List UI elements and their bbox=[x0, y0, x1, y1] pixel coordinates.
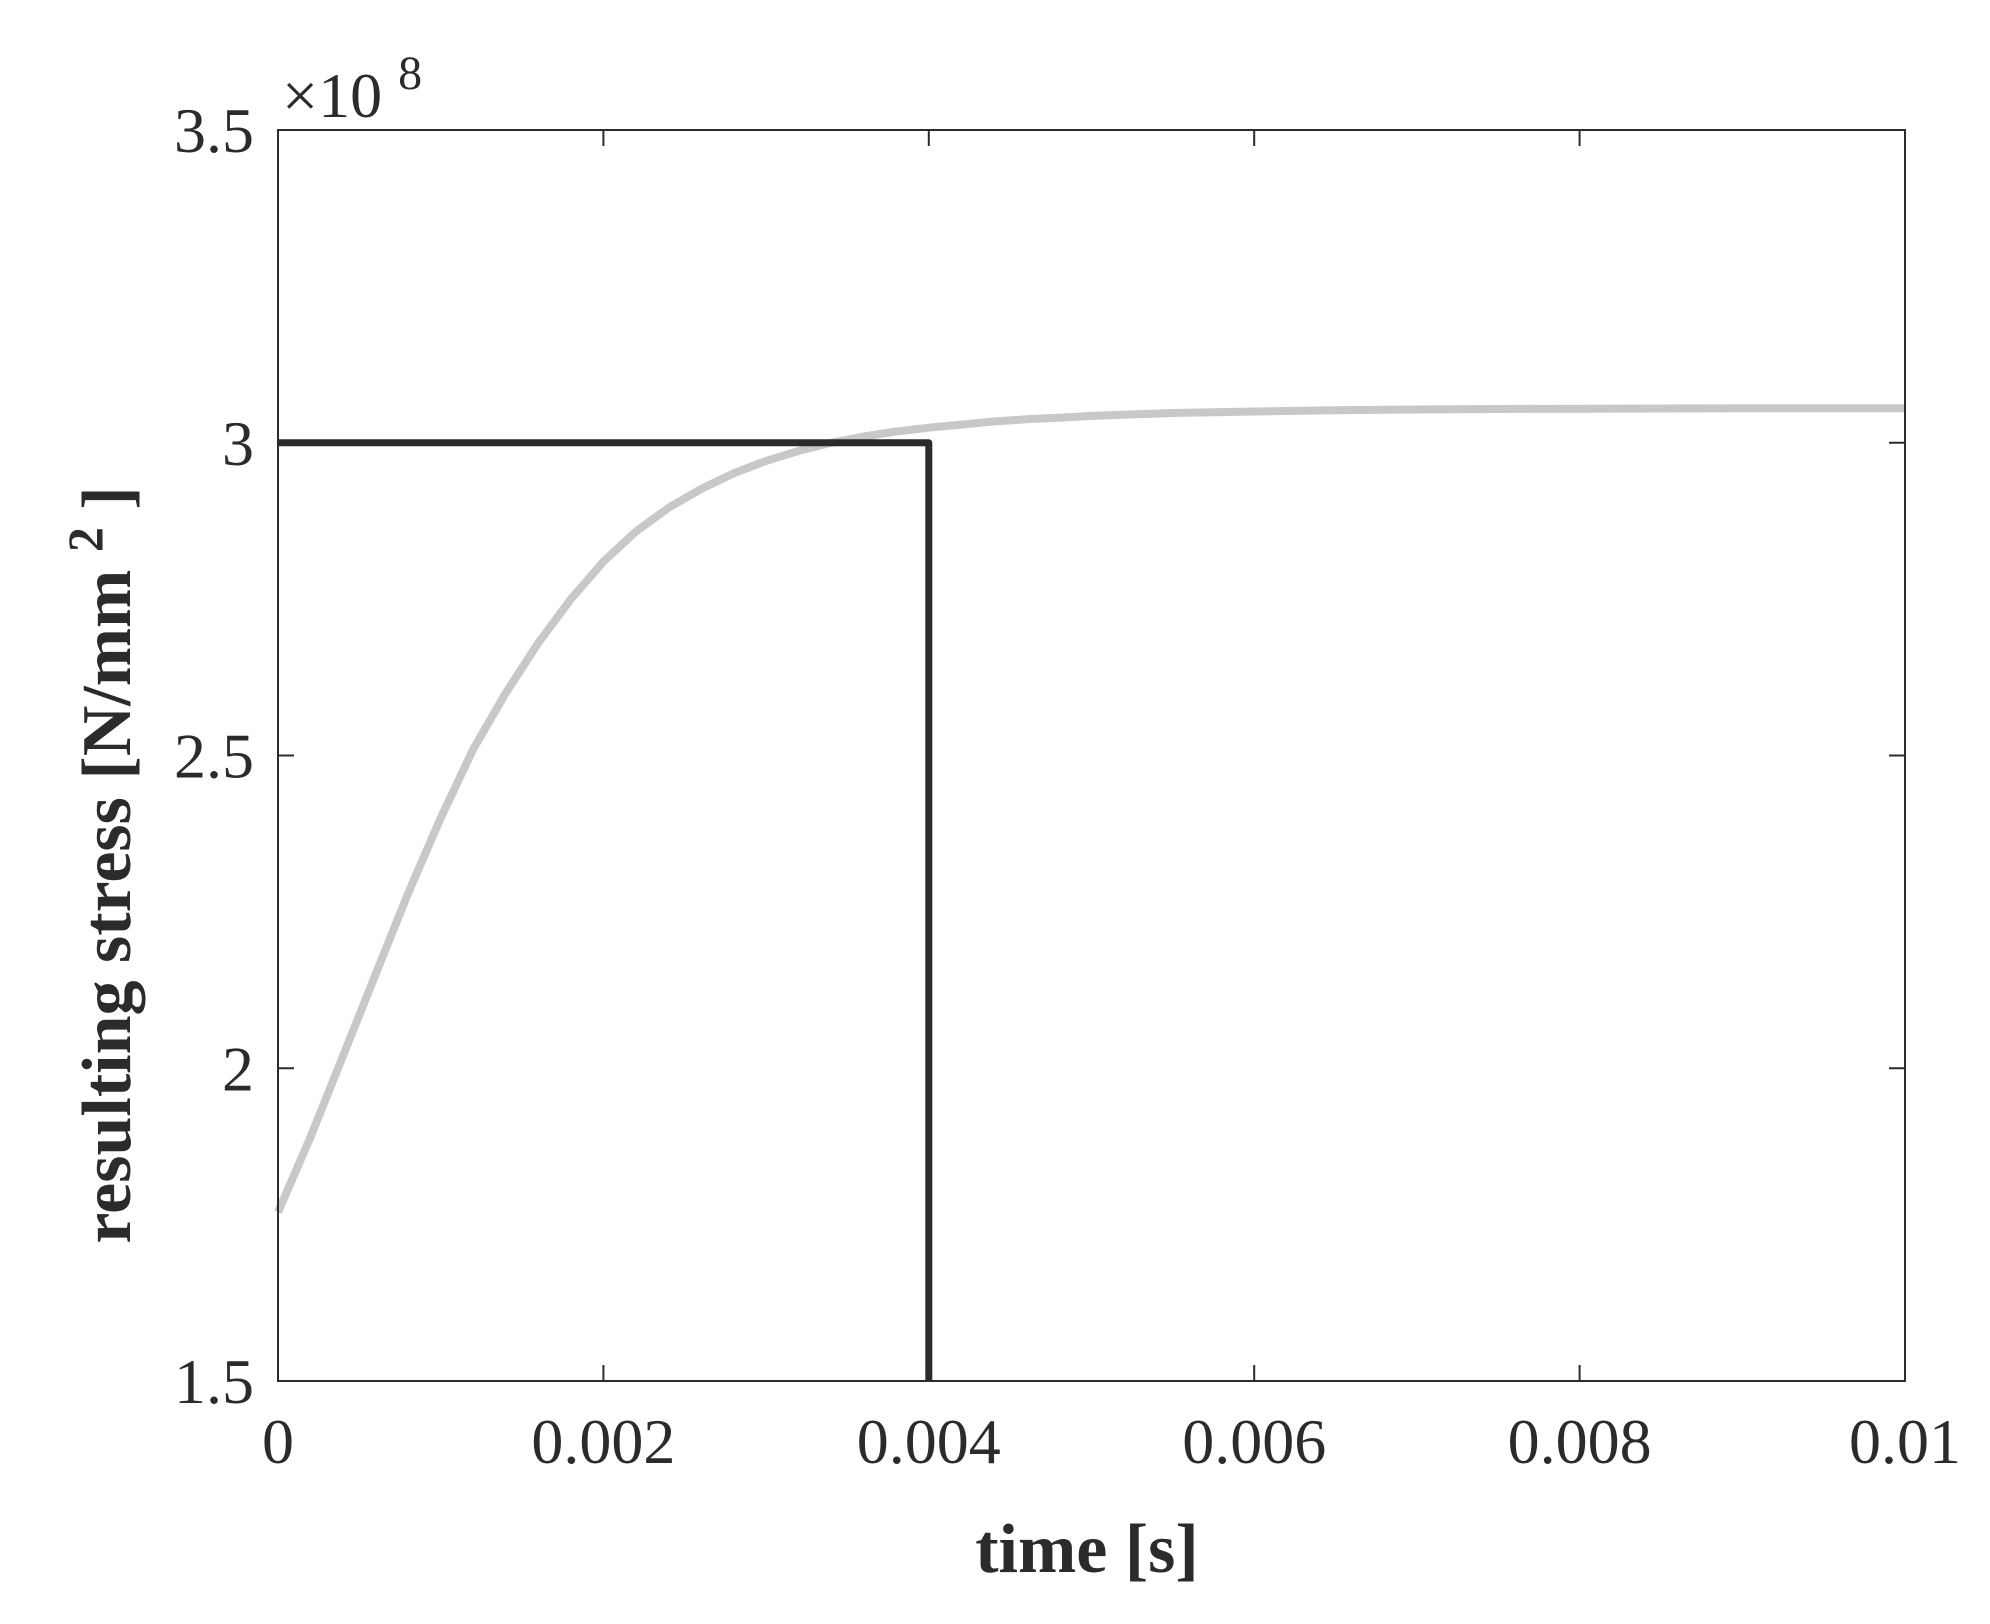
y-axis-title-superscript: 2 bbox=[57, 527, 113, 552]
y-axis-title-main: resulting stress [N/mm bbox=[69, 570, 146, 1244]
y-tick-labels: 1.5 2 2.5 3 3.5 bbox=[174, 95, 254, 1417]
x-tick-label: 0.01 bbox=[1849, 1406, 1961, 1477]
x-tick-label: 0.008 bbox=[1508, 1406, 1652, 1477]
y-exponent-label: ×10 8 bbox=[282, 47, 422, 131]
y-tick-label: 2 bbox=[222, 1033, 254, 1104]
y-tick-label: 3 bbox=[222, 408, 254, 479]
x-tick-label: 0 bbox=[262, 1406, 294, 1477]
y-exponent-power: 8 bbox=[398, 47, 422, 100]
y-exponent-prefix: ×10 bbox=[282, 60, 382, 131]
y-axis-title-suffix: ] bbox=[69, 486, 146, 509]
plot-frame bbox=[277, 129, 1906, 1382]
series-layer bbox=[274, 404, 1906, 1381]
y-axis-title: resulting stress [N/mm 2 ] bbox=[41, 486, 146, 1243]
x-tick-labels: 0 0.002 0.004 0.006 0.008 0.01 bbox=[262, 1406, 1961, 1477]
stress-curve-line bbox=[274, 404, 1906, 1214]
x-tick-label: 0.004 bbox=[857, 1406, 1001, 1477]
x-tick-label: 0.006 bbox=[1182, 1406, 1326, 1477]
y-tick-label: 2.5 bbox=[174, 721, 254, 792]
y-tick-label: 1.5 bbox=[174, 1346, 254, 1417]
reference-line bbox=[278, 439, 933, 1381]
x-tick-label: 0.002 bbox=[531, 1406, 675, 1477]
y-tick-label: 3.5 bbox=[174, 95, 254, 166]
x-axis-title: time [s] bbox=[975, 1511, 1199, 1588]
tick-layer bbox=[277, 129, 1906, 1382]
